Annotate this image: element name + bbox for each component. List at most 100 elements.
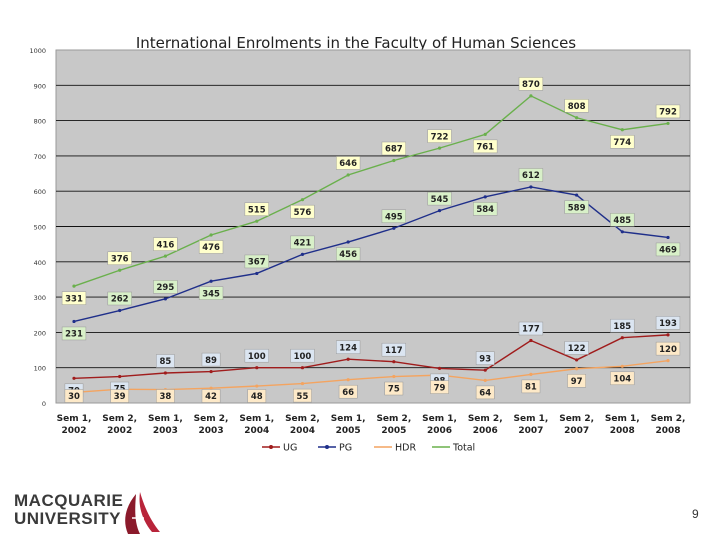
data-label-box-ug: [475, 351, 495, 365]
data-label-pg: 456: [339, 250, 357, 260]
data-point-pg: [437, 209, 442, 213]
data-label-hdr: 104: [613, 374, 631, 384]
y-axis-ticks: 0 100 200 300 400 500 600 700 800 900 1000: [29, 47, 46, 408]
data-point-pg: [392, 226, 396, 230]
data-label-ug: 93: [479, 354, 491, 364]
data-label-box-hdr: [475, 385, 495, 400]
data-label-box-hdr: [430, 380, 449, 394]
data-label-box-pg: [518, 168, 544, 182]
logo-line-2: UNIVERSITY: [14, 509, 122, 528]
data-label-box-hdr: [156, 389, 175, 403]
data-label-total: 476: [202, 243, 220, 253]
data-label-pg: 485: [613, 216, 631, 226]
data-point-hdr: [666, 359, 670, 363]
data-label-box-ug: [564, 341, 589, 355]
data-label-pg: 231: [65, 330, 83, 340]
data-label-box-ug: [244, 348, 269, 363]
x-tick-label-line: 2008: [655, 426, 680, 436]
data-point-ug: [255, 366, 259, 370]
data-label-total: 331: [65, 294, 83, 304]
data-label-total: 687: [385, 145, 403, 155]
data-point-hdr: [209, 386, 213, 390]
data-point-pg: [666, 235, 670, 240]
data-label-total: 761: [476, 143, 494, 153]
data-label-box-ug: [610, 318, 635, 333]
data-point-total: [163, 254, 167, 258]
data-label-box-total: [427, 129, 452, 143]
data-label-box-pg: [244, 254, 269, 269]
x-tick-label-line: 2006: [473, 426, 498, 436]
series-line-pg: [73, 186, 669, 323]
y-tick-label: 400: [34, 259, 46, 267]
data-label-pg: 612: [522, 171, 540, 181]
data-label-total: 808: [568, 102, 586, 112]
series-line-total: [73, 95, 669, 287]
data-point-total: [483, 132, 487, 136]
data-label-hdr: 39: [114, 392, 126, 402]
data-label-ug: 124: [339, 343, 357, 353]
data-label-box-ug: [201, 352, 221, 367]
legend-label-pg: PG: [339, 443, 352, 454]
data-label-box-total: [290, 204, 315, 219]
data-point-ug: [437, 366, 442, 371]
x-tick-label-line: 2004: [244, 426, 269, 436]
data-label-total: 870: [522, 80, 540, 90]
data-label-box-ug: [336, 340, 361, 354]
data-point-hdr: [255, 384, 259, 388]
data-point-pg: [575, 193, 579, 197]
data-point-total: [529, 94, 533, 98]
data-point-hdr: [346, 378, 350, 382]
data-label-box-hdr: [247, 389, 267, 403]
x-axis-ticks: Sem 1, 2002 Sem 2, 2002 Sem 1, 2003 Sem 2, 2003…: [57, 414, 686, 436]
data-point-total: [255, 219, 259, 223]
data-label-box-total: [107, 251, 132, 266]
data-label-pg: 584: [476, 205, 494, 215]
x-tick-label-line: Sem 2,: [376, 414, 411, 424]
logo-line-1: MACQUARIE: [14, 491, 124, 510]
x-tick-label: Sem 2, 2007: [559, 414, 594, 436]
y-tick-label: 500: [34, 224, 46, 232]
data-label-hdr: 64: [479, 389, 491, 399]
data-label-box-total: [655, 104, 681, 119]
data-point-ug: [575, 358, 579, 362]
x-tick-label: Sem 2, 2004: [285, 414, 320, 436]
data-label-box-hdr: [64, 389, 84, 403]
y-tick-label: 600: [34, 188, 46, 196]
data-label-total: 792: [659, 108, 677, 118]
data-point-total: [72, 284, 76, 288]
data-point-total: [620, 128, 624, 132]
x-tick-label: Sem 1, 2005: [331, 414, 366, 436]
data-point-hdr: [620, 364, 624, 368]
data-point-pg: [163, 297, 167, 301]
data-label-ug: 89: [205, 356, 217, 366]
data-label-box-hdr: [338, 384, 358, 399]
x-tick-label-line: Sem 2,: [285, 414, 320, 424]
data-label-box-ug: [156, 354, 175, 368]
data-label-box-pg: [381, 209, 406, 224]
data-point-hdr: [575, 367, 579, 371]
data-label-box-ug: [655, 316, 681, 330]
data-label-ug: 177: [522, 325, 540, 335]
data-label-box-pg: [564, 200, 589, 214]
data-label-box-hdr: [655, 341, 681, 356]
data-label-box-total: [153, 237, 178, 251]
data-point-pg: [346, 240, 350, 244]
data-label-pg: 495: [385, 212, 403, 222]
data-label-box-pg: [153, 280, 178, 294]
data-label-box-ug: [290, 348, 315, 363]
data-label-total: 722: [431, 132, 449, 142]
series-lines: [72, 94, 670, 395]
data-label-hdr: 66: [342, 388, 354, 398]
data-label-box-total: [610, 135, 635, 149]
data-point-pg: [483, 195, 487, 199]
data-label-box-hdr: [610, 371, 635, 386]
x-tick-label: Sem 2, 2005: [376, 414, 411, 436]
data-point-pg: [72, 319, 76, 324]
data-point-hdr: [529, 372, 533, 377]
data-point-pg: [209, 279, 213, 283]
data-label-pg: 545: [431, 195, 449, 205]
legend-label-ug: UG: [283, 443, 297, 454]
data-point-ug: [209, 369, 213, 374]
x-tick-label: Sem 1, 2007: [514, 414, 549, 436]
